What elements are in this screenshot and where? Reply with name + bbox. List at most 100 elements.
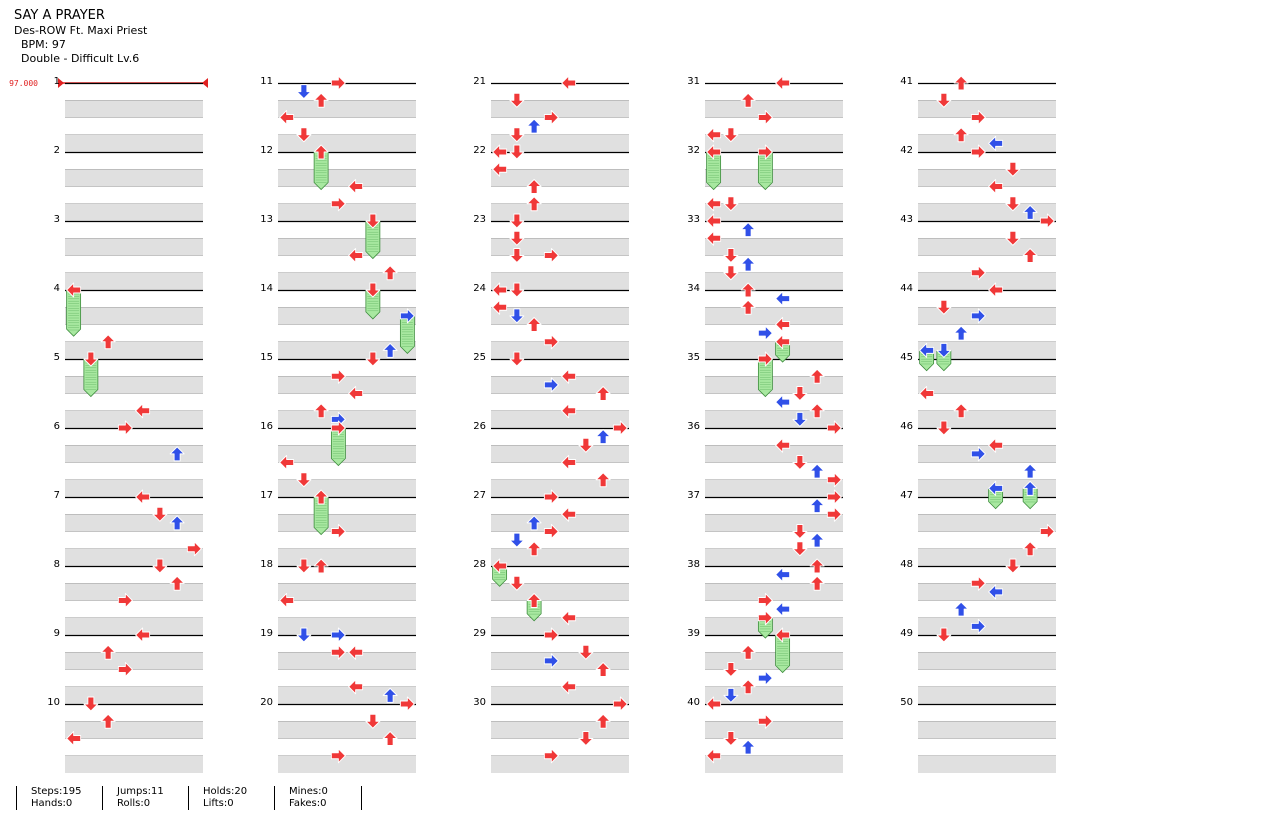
measure-37: 37 — [687, 490, 843, 566]
measure-band — [705, 445, 843, 463]
arrow-up-icon — [382, 687, 398, 703]
arrow-left-icon — [492, 144, 508, 160]
arrow-down-icon — [365, 351, 381, 367]
arrow-left-icon — [135, 627, 151, 643]
arrow-right-icon — [330, 748, 346, 764]
measure-band — [705, 272, 843, 290]
measure-band — [705, 410, 843, 428]
measure-band — [65, 272, 203, 290]
measure-band — [918, 583, 1056, 601]
arrow-left-icon — [775, 437, 791, 453]
arrow-left-icon — [348, 679, 364, 695]
arrow-up-icon — [313, 92, 329, 108]
arrow-up-icon — [526, 593, 542, 608]
measure-band — [65, 514, 203, 532]
measure-number: 26 — [473, 421, 486, 432]
measure-band — [278, 376, 416, 394]
measure-band — [278, 341, 416, 359]
arrow-right-icon — [543, 524, 559, 539]
arrow-right-icon — [543, 748, 559, 764]
measure-48: 48 — [900, 559, 1056, 635]
measure-band — [278, 755, 416, 773]
measure-band — [491, 548, 629, 566]
measure-7: 7 — [54, 490, 203, 566]
arrow-right-icon — [970, 618, 986, 634]
measure-number: 5 — [54, 352, 60, 363]
measure-band — [491, 479, 629, 497]
measure-band — [705, 307, 843, 325]
measure-number: 17 — [260, 490, 273, 501]
arrow-down-icon — [365, 282, 381, 298]
hold-note — [330, 427, 346, 467]
measure-band — [918, 203, 1056, 221]
arrow-left-icon — [492, 299, 508, 315]
arrow-left-icon — [706, 144, 722, 160]
measure-number: 10 — [47, 697, 60, 708]
measure-5: 5 — [54, 352, 203, 428]
measure-45: 45 — [900, 352, 1056, 428]
measure-34: 34 — [687, 283, 843, 359]
measure-number: 9 — [54, 628, 60, 639]
arrow-left-icon — [348, 386, 364, 401]
measure-17: 17 — [260, 490, 416, 566]
arrow-left-icon — [561, 75, 577, 91]
arrow-left-icon — [988, 179, 1004, 194]
hold-note — [399, 315, 415, 354]
measure-band — [491, 652, 629, 670]
arrow-up-icon — [809, 532, 825, 548]
measure-band — [491, 272, 629, 290]
arrow-right-icon — [330, 627, 346, 643]
arrow-up-icon — [526, 317, 542, 332]
arrow-down-icon — [509, 213, 525, 229]
measure-19: 19 — [260, 628, 416, 704]
measure-47: 47 — [900, 490, 1056, 566]
arrow-up-icon — [740, 256, 756, 272]
arrow-left-icon — [135, 403, 151, 419]
measure-band — [705, 548, 843, 566]
measure-number: 22 — [473, 145, 486, 156]
arrow-right-icon — [1039, 524, 1055, 539]
arrow-up-icon — [809, 368, 825, 384]
arrow-up-icon — [595, 429, 611, 445]
arrow-up-icon — [100, 644, 116, 660]
measure-3: 3 — [54, 214, 203, 290]
measure-band — [918, 445, 1056, 463]
arrow-left-icon — [988, 480, 1004, 496]
arrow-left-icon — [775, 291, 791, 307]
measure-band — [491, 445, 629, 463]
measure-band — [278, 652, 416, 670]
arrow-right-icon — [970, 308, 986, 324]
measure-band — [491, 307, 629, 325]
measure-band — [491, 755, 629, 773]
arrow-right-icon — [543, 334, 559, 350]
measure-33: 33 — [687, 214, 843, 290]
measure-band — [918, 652, 1056, 670]
arrow-right-icon — [970, 575, 986, 591]
measure-number: 29 — [473, 628, 486, 639]
arrow-left-icon — [348, 644, 364, 660]
measure-number: 6 — [54, 421, 60, 432]
measure-26: 26 — [473, 421, 629, 497]
measure-band — [278, 203, 416, 221]
arrow-down-icon — [723, 662, 739, 677]
arrow-down-icon — [1005, 558, 1021, 574]
measure-band — [491, 686, 629, 704]
arrow-down-icon — [296, 127, 312, 143]
arrow-up-icon — [740, 739, 756, 755]
arrow-up-icon — [809, 498, 825, 514]
arrow-up-icon — [740, 222, 756, 238]
measure-band — [65, 238, 203, 256]
measure-band — [705, 238, 843, 256]
measure-band — [65, 100, 203, 118]
arrow-down-icon — [509, 351, 525, 367]
arrow-up-icon — [595, 472, 611, 488]
song-title: SAY A PRAYER — [14, 8, 105, 23]
measure-number: 4 — [54, 283, 60, 294]
arrow-left-icon — [706, 127, 722, 143]
arrow-up-icon — [809, 403, 825, 419]
arrow-right-icon — [826, 472, 842, 488]
measure-number: 21 — [473, 76, 486, 87]
measure-band — [491, 341, 629, 359]
measure-number: 27 — [473, 490, 486, 501]
measure-number: 43 — [900, 214, 913, 225]
